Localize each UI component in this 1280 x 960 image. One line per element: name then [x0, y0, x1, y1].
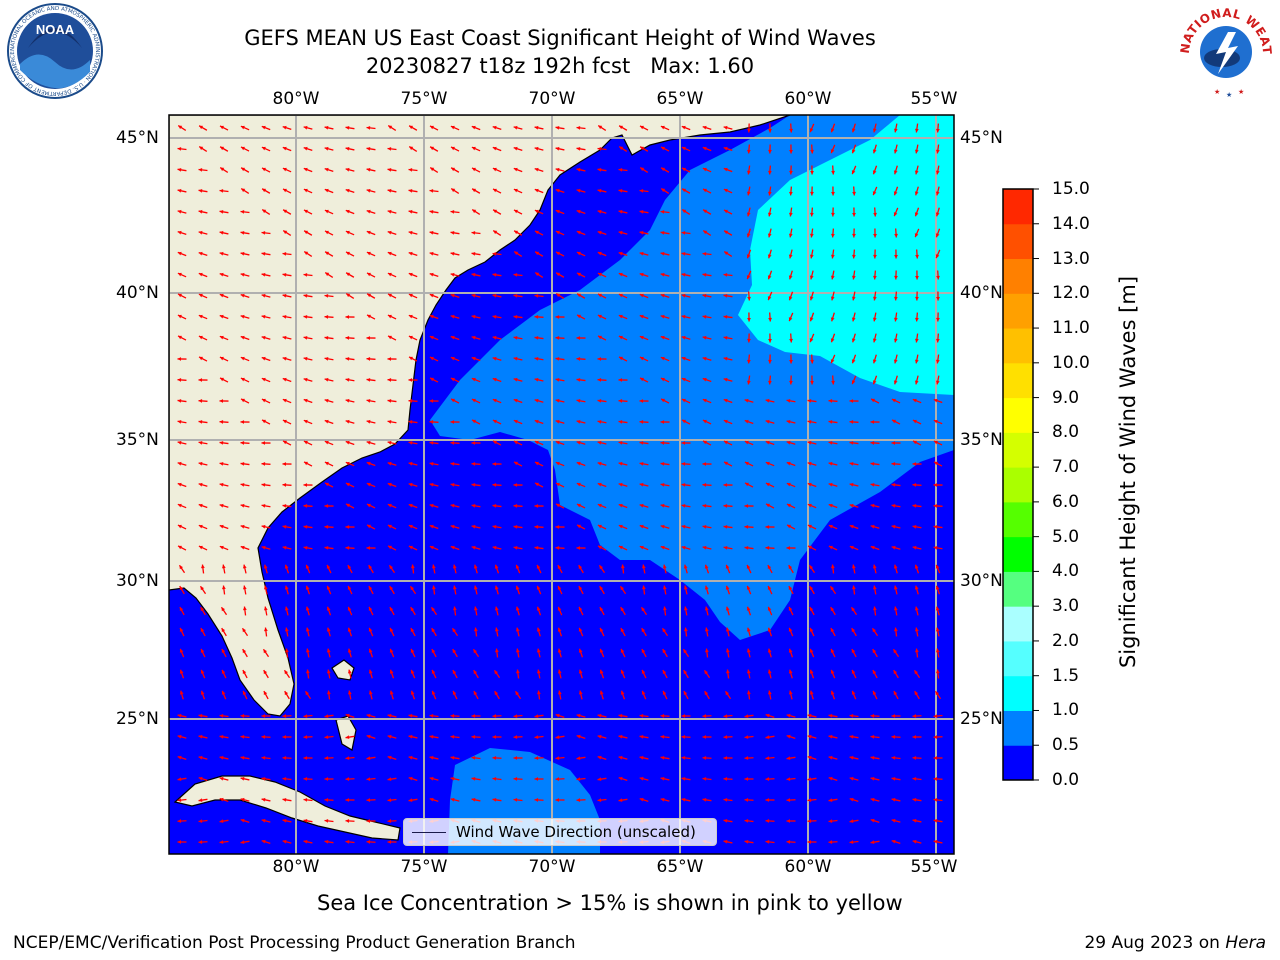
lat-tick-right: 45°N — [960, 128, 1003, 148]
colorbar-tick-label: 3.0 — [1052, 596, 1080, 617]
colorbar-label: Significant Height of Wind Waves [m] — [1116, 275, 1140, 669]
colorbar-segment — [1003, 467, 1033, 503]
lat-tick-left: 30°N — [116, 571, 159, 591]
colorbar-segment — [1003, 501, 1033, 538]
colorbar-segment — [1003, 362, 1033, 399]
colorbar-tick-label: 9.0 — [1052, 387, 1080, 408]
svg-text:★: ★ — [1238, 88, 1244, 96]
lat-tick-right: 40°N — [960, 283, 1003, 303]
colorbar-segment — [1003, 293, 1033, 329]
colorbar-tick-label: 0.5 — [1052, 735, 1080, 756]
lat-tick-right: 25°N — [960, 709, 1003, 729]
lon-tick-top: 65°W — [656, 89, 704, 109]
lat-tick-left: 45°N — [116, 128, 159, 148]
colorbar-segment — [1003, 328, 1033, 364]
footer-host: Hera — [1225, 933, 1266, 953]
colorbar-segment — [1003, 397, 1033, 433]
legend-line-swatch — [412, 832, 446, 833]
colorbar-tick-label: 12.0 — [1052, 283, 1090, 304]
nws-logo: NATIONAL WEATHER SERVICE ★ ★ ★ — [1176, 2, 1274, 99]
graticule — [169, 115, 954, 854]
noaa-logo: NOAA NATIONAL OCEANIC AND ATMOSPHERIC AD… — [7, 3, 103, 99]
wave-band-1.0-1.5 — [738, 115, 954, 395]
colorbar-tick-label: 6.0 — [1052, 491, 1080, 512]
noaa-logo-text: NOAA — [36, 22, 75, 37]
colorbar-segment — [1003, 745, 1033, 781]
colorbar-tick-label: 14.0 — [1052, 213, 1090, 234]
colorbar-segment — [1003, 640, 1033, 677]
colorbar-segment — [1003, 536, 1033, 572]
svg-text:★: ★ — [1226, 91, 1232, 99]
footer-credit: NCEP/EMC/Verification Post Processing Pr… — [13, 933, 576, 953]
colorbar-segment — [1003, 223, 1033, 260]
lon-tick-bottom: 80°W — [272, 857, 320, 877]
colorbar-segment — [1003, 675, 1033, 711]
colorbar-tick-label: 5.0 — [1052, 526, 1080, 547]
colorbar-segment — [1003, 258, 1033, 294]
lat-tick-left: 35°N — [116, 430, 159, 450]
colorbar-tick-label: 0.0 — [1052, 770, 1080, 790]
lat-tick-left: 40°N — [116, 283, 159, 303]
map-frame — [168, 114, 955, 855]
colorbar-tick-label: 2.0 — [1052, 630, 1080, 651]
lon-tick-bottom: 60°W — [784, 857, 832, 877]
colorbar-tick-label: 11.0 — [1052, 318, 1090, 339]
map-legend: Wind Wave Direction (unscaled) — [403, 818, 717, 846]
svg-text:★: ★ — [1214, 88, 1220, 96]
lon-tick-top: 55°W — [910, 89, 958, 109]
footer-date: 29 Aug 2023 on Hera — [1084, 933, 1266, 953]
colorbar-segment — [1003, 606, 1033, 642]
colorbar-segment — [1003, 432, 1033, 468]
footer-date-text: 29 Aug 2023 on — [1084, 933, 1226, 953]
lon-tick-top: 60°W — [784, 89, 832, 109]
colorbar-tick-label: 4.0 — [1052, 561, 1080, 582]
legend-label: Wind Wave Direction (unscaled) — [456, 823, 696, 841]
colorbar-tick-label: 7.0 — [1052, 457, 1080, 478]
colorbar-segment — [1003, 571, 1033, 607]
chart-title: GEFS MEAN US East Coast Significant Heig… — [244, 26, 876, 50]
colorbar-tick-label: 15.0 — [1052, 179, 1090, 199]
lon-tick-top: 70°W — [528, 89, 576, 109]
lon-tick-bottom: 65°W — [656, 857, 704, 877]
colorbar-segment — [1003, 189, 1033, 225]
sea-ice-note: Sea Ice Concentration > 15% is shown in … — [317, 891, 903, 915]
colorbar-tick-label: 1.5 — [1052, 665, 1080, 686]
lat-tick-left: 25°N — [116, 709, 159, 729]
colorbar-tick-label: 10.0 — [1052, 352, 1090, 373]
colorbar — [1002, 188, 1039, 781]
lon-tick-bottom: 75°W — [400, 857, 448, 877]
lon-tick-top: 75°W — [400, 89, 448, 109]
colorbar-segment — [1003, 710, 1033, 746]
lat-tick-right: 30°N — [960, 571, 1003, 591]
colorbar-tick-label: 13.0 — [1052, 248, 1090, 269]
chart-subtitle: 20230827 t18z 192h fcst Max: 1.60 — [365, 54, 755, 78]
land-cuba — [173, 775, 401, 841]
lat-tick-right: 35°N — [960, 430, 1003, 450]
colorbar-tick-label: 8.0 — [1052, 422, 1080, 443]
lon-tick-bottom: 55°W — [910, 857, 958, 877]
wind-wave-arrows — [177, 123, 943, 845]
lon-tick-top: 80°W — [272, 89, 320, 109]
land-bahamas — [331, 659, 357, 751]
colorbar-tick-label: 1.0 — [1052, 700, 1080, 721]
lon-tick-bottom: 70°W — [528, 857, 576, 877]
